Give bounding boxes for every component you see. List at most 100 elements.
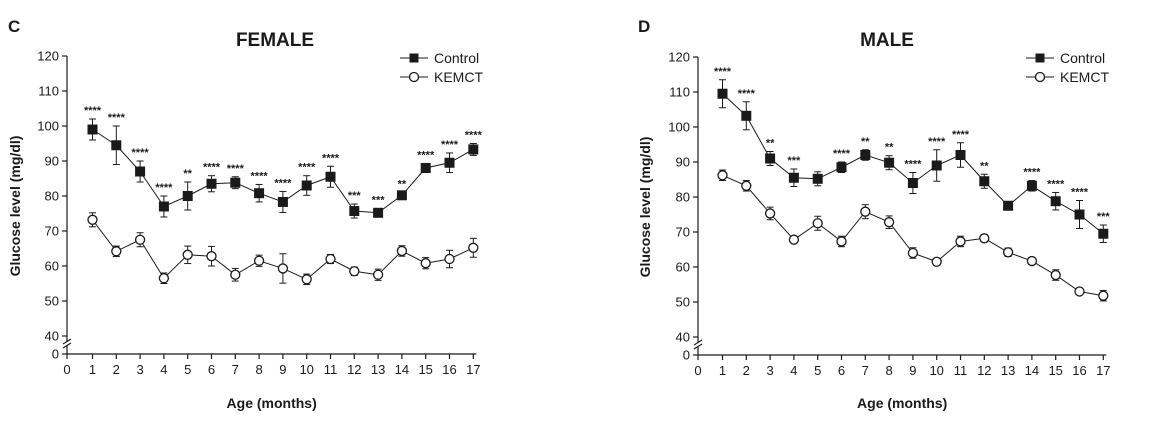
y-tick-label: 90	[45, 154, 59, 169]
y-tick-label: 60	[45, 259, 59, 274]
significance-label: ****	[928, 136, 946, 148]
x-tick-label: 8	[885, 363, 892, 378]
data-point	[182, 191, 193, 201]
x-tick-label: 2	[743, 363, 750, 378]
significance-label: ****	[714, 66, 732, 78]
significance-label: ***	[787, 155, 801, 167]
significance-label: ****	[203, 162, 221, 174]
data-point	[860, 150, 871, 160]
data-point	[955, 236, 966, 247]
legend-label: Control	[434, 50, 479, 66]
data-point	[444, 253, 455, 265]
y-tick-label: 60	[676, 260, 690, 275]
data-point	[444, 157, 455, 168]
x-tick-label: 12	[977, 363, 991, 378]
significance-label: **	[980, 160, 989, 172]
x-tick-label: 12	[347, 362, 361, 377]
significance-label: ****	[738, 88, 756, 100]
data-point	[955, 150, 966, 160]
x-tick-label: 1	[89, 362, 96, 377]
x-tick-label: 13	[1001, 363, 1015, 378]
data-point	[1026, 180, 1037, 191]
data-point	[836, 162, 847, 173]
data-point	[717, 88, 728, 99]
data-point	[741, 180, 752, 191]
significance-label: ***	[1097, 211, 1111, 223]
y-tick-label: 120	[668, 50, 690, 65]
y-tick-label: 0	[683, 348, 690, 363]
significance-label: ****	[952, 129, 970, 141]
x-tick-label: 7	[232, 362, 239, 377]
data-point	[1050, 269, 1061, 281]
x-tick-label: 13	[371, 362, 385, 377]
data-point	[135, 166, 146, 177]
data-point	[254, 188, 265, 199]
data-point	[182, 249, 193, 260]
significance-label: ****	[251, 170, 269, 182]
significance-label: ***	[348, 190, 362, 202]
x-tick-label: 6	[838, 363, 845, 378]
data-point	[717, 170, 728, 181]
x-tick-label: 1	[719, 363, 726, 378]
y-tick-label: 120	[37, 49, 59, 64]
series-kemct	[717, 169, 1109, 302]
data-point	[301, 180, 312, 191]
data-point	[907, 178, 918, 188]
legend-marker	[1035, 53, 1045, 63]
data-point	[111, 246, 122, 257]
data-point	[1098, 290, 1109, 301]
x-tick-label: 5	[184, 362, 191, 377]
significance-label: ***	[372, 195, 386, 207]
significance-label: ****	[227, 163, 245, 175]
significance-label: ****	[322, 152, 340, 164]
y-tick-label: 40	[676, 330, 690, 345]
data-point	[860, 206, 871, 217]
significance-label: ****	[1071, 187, 1089, 199]
significance-label: ****	[108, 112, 126, 124]
data-point	[325, 171, 336, 182]
panel-letter: C	[8, 17, 20, 36]
y-tick-label: 100	[668, 120, 690, 135]
chart-title: FEMALE	[236, 30, 314, 51]
legend-marker	[1034, 71, 1046, 83]
x-tick-label: 10	[929, 363, 943, 378]
x-tick-label: 11	[954, 363, 968, 378]
legend-label: Control	[1060, 50, 1105, 66]
x-tick-label: 14	[395, 362, 409, 377]
data-point	[325, 253, 336, 265]
data-point	[741, 110, 752, 121]
legend-label: KEMCT	[1060, 69, 1109, 85]
data-point	[1003, 200, 1014, 211]
legend: Control KEMCT	[400, 50, 483, 85]
data-point	[788, 234, 800, 245]
data-point	[812, 173, 823, 184]
significance-label: ****	[155, 182, 173, 194]
data-point	[468, 144, 479, 155]
data-point	[1002, 247, 1014, 258]
x-tick-label: 17	[466, 362, 480, 377]
data-point	[765, 153, 776, 164]
x-axis-label: Age (months)	[227, 395, 317, 411]
x-tick-label: 15	[418, 362, 432, 377]
data-point	[396, 245, 408, 257]
data-point	[1050, 196, 1061, 207]
data-point	[373, 207, 384, 218]
y-axis-label: Glucose level (mg/dl)	[637, 137, 653, 278]
significance-label: ****	[441, 139, 459, 151]
series-control: ****************************************…	[84, 105, 483, 219]
data-point	[349, 266, 360, 277]
x-tick-label: 9	[279, 362, 286, 377]
series-control: ****************************************…	[714, 66, 1111, 243]
x-tick-label: 9	[909, 363, 916, 378]
data-point	[111, 140, 122, 151]
panel-letter: D	[638, 17, 650, 36]
axis-break-mark	[62, 338, 72, 345]
x-tick-label: 3	[766, 363, 773, 378]
data-point	[206, 178, 217, 189]
data-point	[87, 124, 98, 135]
legend-marker	[409, 53, 419, 63]
data-point	[87, 214, 98, 225]
data-point	[907, 247, 919, 259]
y-axis-label: Glucose level (mg/dl)	[7, 136, 23, 277]
